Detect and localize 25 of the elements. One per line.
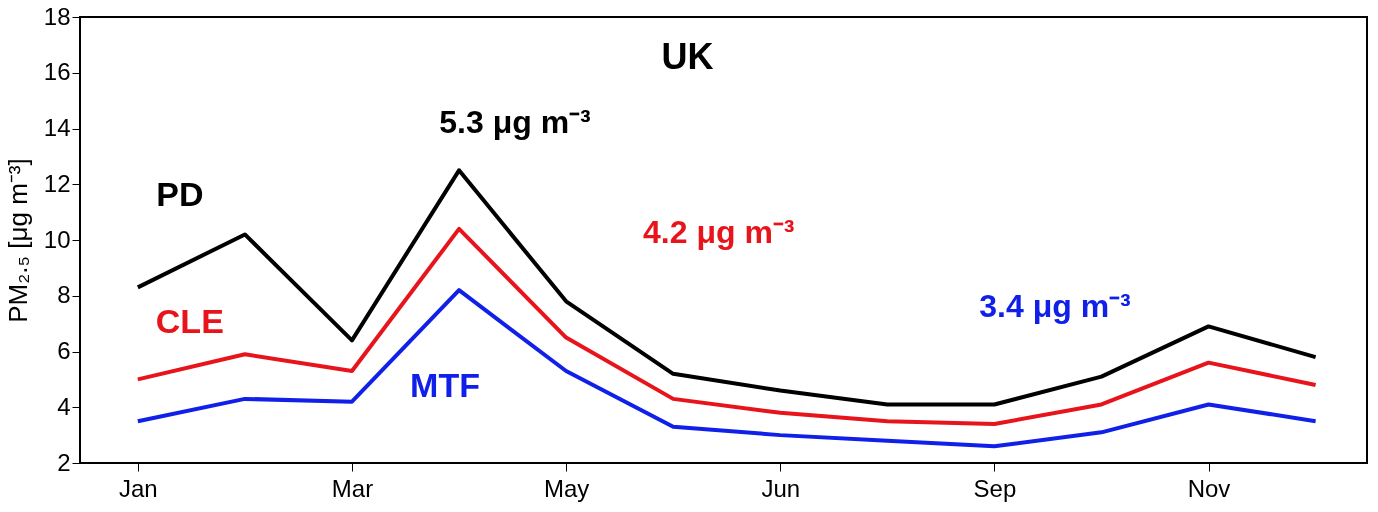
x-tick-label: May [543, 474, 590, 502]
y-tick-label: 10 [43, 225, 71, 253]
line-series [135, 288, 1318, 449]
y-tick-label: 16 [43, 58, 71, 86]
y-tick-label: 2 [57, 448, 71, 476]
y-tick-label: 14 [43, 114, 71, 141]
annotation: 4.2 μg m⁻³ [643, 213, 795, 250]
y-tick-label: 4 [57, 392, 71, 420]
y-tick-label: 8 [57, 281, 71, 309]
y-axis-title: PM₂.₅ [μg m⁻³] [2, 158, 33, 323]
y-tick-label: 12 [43, 169, 71, 197]
series-label: PD [156, 175, 204, 214]
annotation: 3.4 μg m⁻³ [979, 288, 1131, 325]
x-tick-label: Jun [761, 474, 801, 502]
x-tick-label: Jan [118, 474, 158, 502]
annotation: 5.3 μg m⁻³ [439, 103, 591, 140]
x-tick-label: Mar [331, 474, 374, 502]
text: UK [661, 36, 714, 78]
x-tick-label: Sep [973, 474, 1017, 502]
y-tick-label: 6 [57, 337, 71, 364]
series-label: CLE [155, 302, 224, 341]
x-tick-label: Nov [1187, 474, 1231, 502]
series-label: MTF [410, 366, 480, 405]
y-tick-label: 18 [43, 2, 71, 30]
line-series [135, 168, 1318, 407]
